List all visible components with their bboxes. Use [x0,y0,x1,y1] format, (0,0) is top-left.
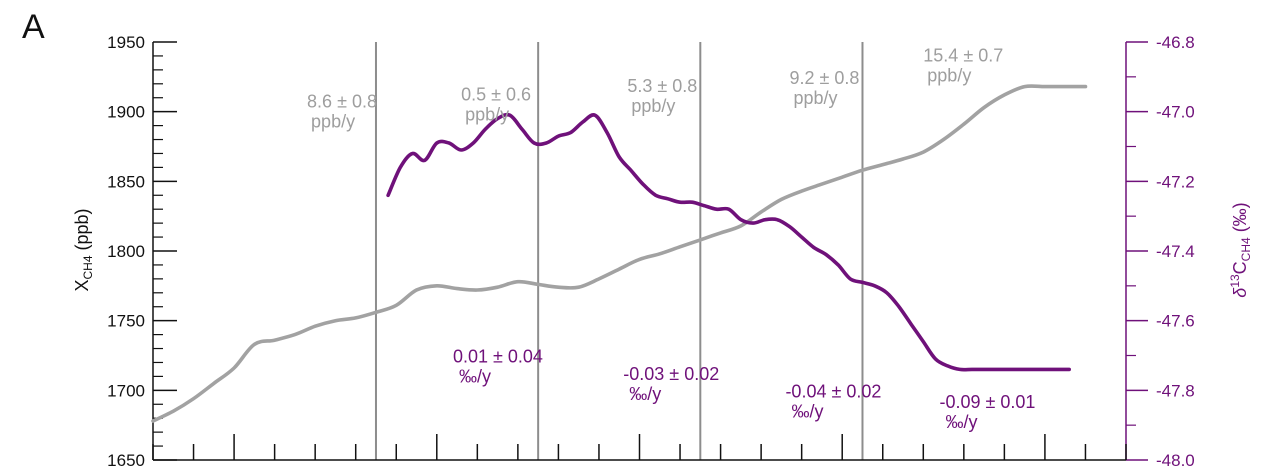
right-tick-label: -48.0 [1156,451,1195,468]
annotation-line: ppb/y [631,96,675,116]
growth-rate-annotation: 5.3 ± 0.8 ppb/y [627,76,697,116]
left-label-rest: (ppb) [72,208,92,255]
isotope-trend-annotation: -0.03 ± 0.02 ‰/y [623,364,719,404]
annotation-line: ‰/y [459,366,491,386]
right-tick-label: -47.6 [1156,312,1195,331]
annotation-line: 0.01 ± 0.04 [453,346,543,366]
annotation-line: -0.04 ± 0.02 [785,381,881,401]
annotation-line: 15.4 ± 0.7 [923,46,1003,66]
annotations: 8.6 ± 0.8 ppb/y0.5 ± 0.6 ppb/y5.3 ± 0.8 ppb… [307,46,1035,432]
right-tick-label: -47.8 [1156,381,1195,400]
left-tick-label: 1650 [107,451,145,468]
annotation-line: ‰/y [791,401,823,421]
left-axis-label: XCH4 (ppb) [72,208,95,291]
isotope-trend-annotation: 0.01 ± 0.04 ‰/y [453,346,543,386]
annotation-line: 9.2 ± 0.8 [790,68,860,88]
left-tick-label: 1750 [107,312,145,331]
left-tick-label: 1700 [107,381,145,400]
annotation-line: ppb/y [794,88,838,108]
growth-rate-annotation: 0.5 ± 0.6 ppb/y [461,85,531,125]
right-tick-label: -47.4 [1156,242,1195,261]
right-label-main: C [1230,261,1250,274]
left-y-axis: 1650 1700 1750 1800 1850 1900 1950 [107,33,177,470]
growth-rate-annotation: 15.4 ± 0.7 ppb/y [923,46,1003,86]
left-tick-label: 1950 [107,33,145,52]
annotation-line: ppb/y [465,105,509,125]
annotation-line: ppb/y [927,66,971,86]
panel-label: A [22,8,45,46]
right-tick-label: -46.8 [1156,33,1195,52]
annotation-line: 5.3 ± 0.8 [627,76,697,96]
right-tick-label: -47.0 [1156,103,1195,122]
growth-rate-annotation: 9.2 ± 0.8 ppb/y [790,68,860,108]
left-label-sub: CH4 [81,255,95,279]
annotation-line: -0.03 ± 0.02 [623,364,719,384]
right-y-axis: -48.0 -47.8 -47.6 -47.4 -47.2 -47.0 -46.8 [1125,33,1195,470]
isotope-trend-annotation: -0.04 ± 0.02 ‰/y [785,381,881,421]
isotope-trend-annotation: -0.09 ± 0.01 ‰/y [940,392,1036,432]
left-tick-label: 1850 [107,172,145,191]
d13c-series-line [386,112,1071,372]
annotation-line: ppb/y [311,111,355,131]
left-tick-label: 1800 [107,242,145,261]
annotation-line: 8.6 ± 0.8 [307,91,377,111]
annotation-line: ‰/y [946,412,978,432]
annotation-line: 0.5 ± 0.6 [461,85,531,105]
left-label-main: X [72,280,92,292]
right-label-sup: 13 [1228,274,1242,288]
vertical-divider-lines [374,42,864,460]
right-tick-label: -47.2 [1156,172,1195,191]
series-layer [151,84,1088,423]
left-tick-label: 1900 [107,103,145,122]
right-label-rest: (‰) [1230,202,1250,237]
bottom-x-axis [152,434,1127,461]
right-label-delta: δ [1230,287,1250,298]
xch4-series-line [151,84,1088,423]
annotation-line: -0.09 ± 0.01 [940,392,1036,412]
growth-rate-annotation: 8.6 ± 0.8 ppb/y [307,91,377,131]
annotation-line: ‰/y [629,384,661,404]
right-label-sub: CH4 [1239,237,1253,261]
right-axis-label: δ13CCH4 (‰) [1228,202,1253,297]
